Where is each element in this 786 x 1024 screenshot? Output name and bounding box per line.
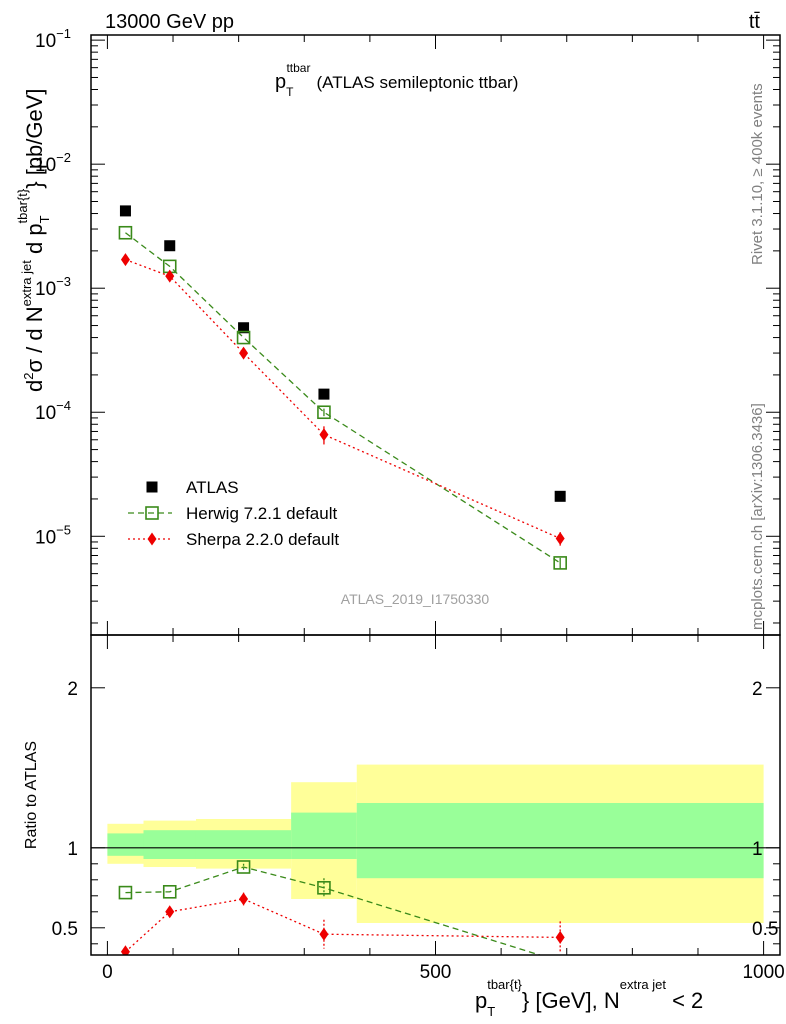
legend-atlas-marker: [146, 481, 158, 493]
ratio-sherpa-point: [120, 945, 130, 955]
x-axis-label-tail: < 2: [666, 988, 703, 1013]
ratio-y-tick-label-right: 1: [752, 839, 763, 860]
ratio-x-tick-label: 0: [102, 962, 113, 983]
herwig-point: [118, 225, 133, 240]
y-axis-label: d2σ / d Nextra jet d pTtbar{t}} [pb/GeV]: [15, 88, 52, 392]
ratio-sherpa-point: [165, 905, 175, 919]
sherpa-point: [165, 269, 175, 283]
legend-sherpa-label: Sherpa 2.2.0 default: [186, 530, 339, 549]
ratio-herwig-point: [317, 880, 331, 895]
plot-title-rest: (ATLAS semileptonic ttbar): [316, 73, 518, 92]
main-y-tick-label: 10−3: [35, 274, 71, 300]
ratio-band-green: [291, 812, 357, 859]
sherpa-point: [555, 531, 565, 545]
ratio-herwig-line: [125, 866, 542, 955]
ratio-x-tick-label: 500: [420, 962, 452, 983]
ratio-y-tick-label: 0.5: [52, 919, 78, 940]
atlas-point: [238, 322, 250, 334]
process-label: tt̄: [749, 11, 761, 33]
ratio-herwig-point: [236, 860, 251, 874]
ratio-y-tick-label: 1: [67, 839, 78, 860]
ratio-band-green: [143, 830, 196, 859]
ratio-band-green: [107, 833, 144, 856]
ratio-band-green: [356, 803, 764, 879]
atlas-point: [119, 205, 131, 217]
plot-title: pTttbar (ATLAS semileptonic ttbar): [275, 61, 518, 99]
ratio-y-tick-label-right: 0.5: [752, 919, 778, 940]
herwig-point: [236, 330, 251, 345]
x-axis-label-main: p: [475, 988, 487, 1013]
ratio-band-green: [195, 830, 292, 859]
main-plot-panel: 10−5 10−4 10−3 10−2 10−1 pTttbar (ATLAS semil…: [15, 26, 781, 636]
herwig-point: [553, 556, 567, 570]
plot-title-sup: ttbar: [286, 61, 310, 75]
sherpa-point: [120, 253, 130, 267]
mcplots-label: mcplots.cern.ch [arXiv:1306.3436]: [749, 403, 766, 630]
main-y-tick-label: 10−5: [35, 522, 71, 548]
ratio-sherpa-point: [555, 930, 565, 944]
rivet-label: Rivet 3.1.10, ≥ 400k events: [749, 83, 766, 265]
legend-herwig-marker: [145, 506, 159, 520]
x-axis-label-sub: T: [487, 1004, 495, 1019]
ratio-y-axis-label: Ratio to ATLAS: [23, 741, 40, 849]
main-y-tick-label: 10−1: [35, 26, 71, 52]
ratio-sherpa-point: [319, 927, 329, 941]
main-y-tick-label: 10−2: [35, 150, 71, 176]
x-axis-label-sup2: extra jet: [620, 977, 667, 992]
ratio-plot-panel: 0 500 1000 0.5 0.5 1 1 2 2 Ratio to ATLAS pTtbar…: [23, 634, 785, 1019]
sherpa-line: [125, 259, 561, 540]
plot-title-main: p: [275, 71, 286, 93]
sherpa-point: [319, 428, 329, 442]
sherpa-point: [239, 346, 249, 360]
ratio-sherpa-point: [239, 892, 249, 906]
ratio-y-tick-label-right: 2: [752, 679, 763, 700]
ratio-x-tick-label: 1000: [742, 962, 784, 983]
herwig-line: [125, 232, 561, 564]
atlas-point: [318, 388, 330, 400]
x-axis-label-mid: } [GeV], N: [522, 988, 620, 1013]
ratio-herwig-point: [162, 884, 177, 899]
x-axis-label: pTtbar{t}} [GeV], Nextra jet < 2: [475, 977, 703, 1019]
watermark: ATLAS_2019_I1750330: [341, 591, 490, 607]
plot-title-sub: T: [286, 85, 294, 99]
ratio-sherpa-line: [125, 898, 561, 953]
herwig-point: [317, 405, 331, 420]
legend-sherpa-marker: [147, 532, 157, 546]
ratio-herwig-point: [553, 954, 567, 955]
ratio-herwig-point: [118, 885, 133, 900]
atlas-point: [164, 240, 176, 252]
main-y-tick-label: 10−4: [35, 398, 71, 424]
legend: ATLAS Herwig 7.2.1 default Sherpa 2.2.0 de…: [128, 478, 339, 549]
x-axis-label-sup: tbar{t}: [487, 977, 522, 992]
atlas-point: [554, 490, 566, 502]
energy-label: 13000 GeV pp: [105, 11, 234, 33]
legend-atlas-label: ATLAS: [186, 478, 239, 497]
ratio-y-tick-label: 2: [67, 679, 78, 700]
legend-herwig-label: Herwig 7.2.1 default: [186, 504, 337, 523]
